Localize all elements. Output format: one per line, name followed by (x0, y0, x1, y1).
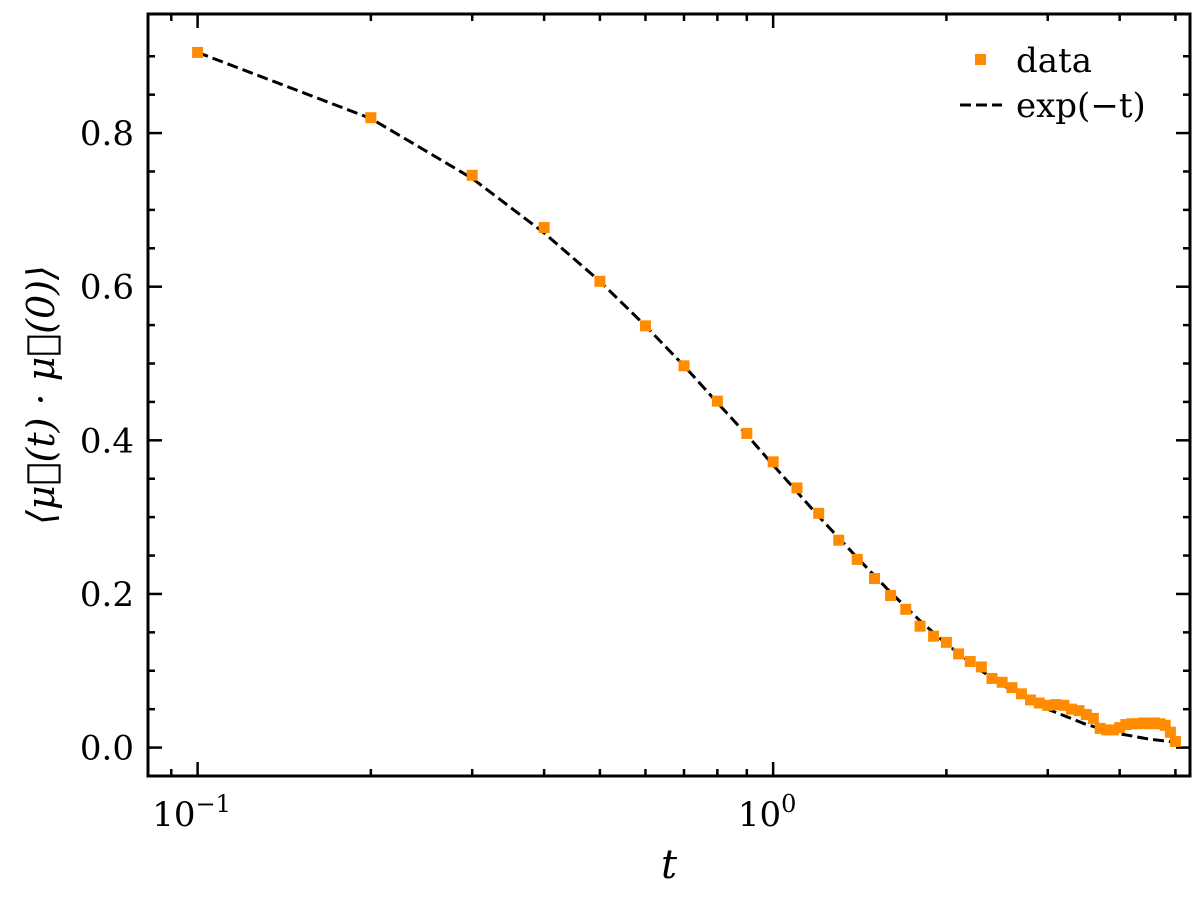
data-point (1025, 694, 1037, 706)
legend-marker-data (975, 54, 986, 65)
data-point (940, 636, 952, 648)
data-point (678, 360, 690, 372)
data-point (975, 661, 987, 673)
y-axis-label: ⟨μ⃗(t) · μ⃗(0)⟩ (19, 265, 63, 525)
ticks-layer: 0.0 0.2 0.4 0.6 0.8 10−1 100 (80, 14, 1190, 835)
data-point (639, 320, 651, 332)
legend-label-exp: exp(−t) (1016, 86, 1146, 126)
data-point (1066, 703, 1078, 715)
x-tick-label: 10−1 (152, 790, 231, 835)
data-point (365, 112, 377, 124)
y-tick-label: 0.4 (80, 421, 134, 461)
data-point (996, 676, 1008, 688)
data-point (986, 672, 998, 684)
series-layer (192, 46, 1181, 747)
data-point (964, 656, 976, 668)
data-point (953, 648, 965, 660)
data-point (868, 573, 880, 585)
data-point (1132, 718, 1144, 730)
data-point (900, 603, 912, 615)
data-point (1126, 718, 1138, 730)
data-point (538, 222, 550, 234)
y-tick-label: 0.0 (80, 729, 134, 769)
data-point (711, 395, 723, 407)
data-point (1094, 722, 1106, 734)
data-point (1169, 735, 1181, 747)
data-point (1101, 724, 1113, 736)
x-axis-label: t (661, 842, 678, 888)
data-point (1164, 726, 1176, 738)
legend-label-data: data (1016, 41, 1092, 81)
data-point (813, 507, 825, 519)
data-point (885, 589, 897, 601)
data-point (1080, 709, 1092, 721)
x-tick-label: 100 (738, 790, 797, 835)
data-point (914, 620, 926, 632)
data-point (1006, 682, 1018, 694)
data-point (1033, 697, 1045, 709)
data-point (1120, 719, 1132, 731)
data-point (466, 169, 478, 181)
data-point (833, 534, 845, 546)
data-point (851, 553, 863, 565)
data-point (192, 46, 204, 58)
data-point (791, 482, 803, 494)
data-point (1042, 699, 1054, 711)
data-point (594, 275, 606, 287)
data-point (1159, 719, 1171, 731)
data-point (928, 630, 940, 642)
data-point (1058, 699, 1070, 711)
y-tick-label: 0.8 (80, 114, 134, 154)
data-point (1114, 722, 1126, 734)
data-point (767, 456, 779, 468)
legend: data exp(−t) (960, 41, 1146, 126)
data-point (1137, 717, 1149, 729)
data-point (1107, 724, 1119, 736)
y-tick-label: 0.6 (80, 268, 134, 308)
series-line-exp (197, 50, 1176, 744)
data-point (1087, 712, 1099, 724)
data-point (741, 427, 753, 439)
y-tick-label: 0.2 (80, 575, 134, 615)
data-point (1073, 705, 1085, 717)
plot-frame (146, 12, 1192, 778)
data-point (1015, 688, 1027, 700)
data-point (1050, 699, 1062, 711)
